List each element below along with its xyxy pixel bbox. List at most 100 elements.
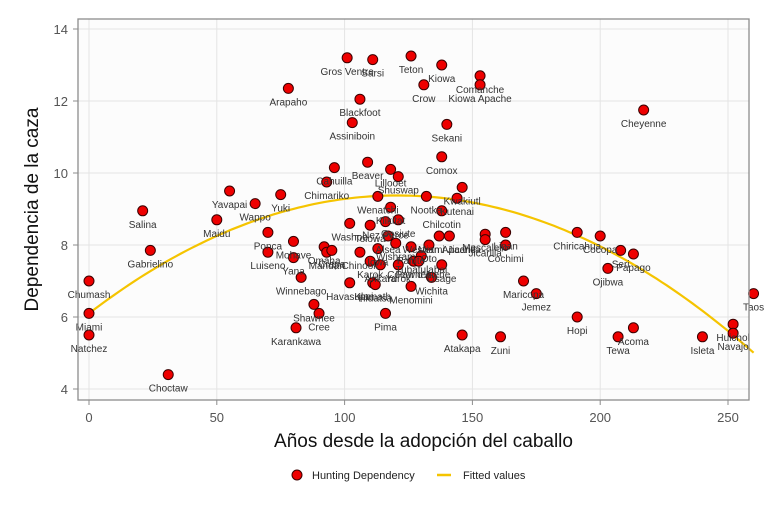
- point-label: Ojibwa: [593, 277, 624, 288]
- point-label: Wishram: [376, 252, 415, 263]
- point-label: Zuni: [491, 346, 510, 357]
- point-label: Luiseno: [250, 261, 285, 272]
- point-label: Iowa: [367, 258, 389, 269]
- data-point: [372, 243, 384, 255]
- data-point: [392, 171, 404, 183]
- data-point: [413, 255, 425, 267]
- x-tick-label: 0: [85, 410, 92, 425]
- data-point: [275, 189, 287, 201]
- point-label: Isleta: [690, 346, 714, 357]
- point-label: Wenatchi: [357, 205, 399, 216]
- point-label: Coeur d'Alene: [387, 270, 451, 281]
- point-label: Tubatulabal: [395, 265, 447, 276]
- data-point: [426, 271, 438, 283]
- point-label: Tolowa: [355, 234, 387, 245]
- data-point: [479, 234, 491, 246]
- point-label: Chimariko: [304, 191, 349, 202]
- data-point: [211, 214, 223, 226]
- y-axis-title: Dependencia de la caza: [22, 107, 43, 311]
- data-point: [321, 176, 333, 188]
- data-point: [615, 244, 627, 256]
- data-point: [83, 275, 95, 287]
- point-label: Sarsi: [361, 69, 384, 80]
- x-tick-label: 200: [589, 410, 611, 425]
- data-point: [369, 279, 381, 291]
- point-label: Chumash: [68, 290, 111, 301]
- point-label: Mescalero: [462, 243, 509, 254]
- y-tick-label: 8: [61, 238, 68, 253]
- point-label: Pawnee: [396, 270, 433, 281]
- point-label: Papago: [616, 263, 651, 274]
- y-tick-label: 14: [54, 22, 68, 37]
- point-label: Tewa: [606, 346, 630, 357]
- data-point: [392, 259, 404, 271]
- y-tick-label: 12: [54, 94, 68, 109]
- data-point: [638, 104, 650, 116]
- point-label: Kwakiutl: [444, 196, 481, 207]
- data-point: [379, 216, 391, 228]
- point-label: Western Apache: [403, 245, 477, 256]
- data-point: [571, 311, 583, 323]
- plot-frame: [77, 18, 750, 401]
- point-label: Mandan: [309, 261, 345, 272]
- data-point: [262, 226, 274, 238]
- axes: 4 6 8 10 12 14 0 50 100 150 200 250: [54, 22, 739, 425]
- data-point: [594, 230, 606, 242]
- data-points-layer: [83, 50, 760, 381]
- data-point: [436, 59, 448, 71]
- data-point: [249, 198, 261, 210]
- point-label: Shawnee: [293, 313, 335, 324]
- data-point: [456, 181, 468, 193]
- point-label: Taos: [743, 303, 764, 314]
- data-point: [290, 322, 302, 334]
- data-point: [144, 244, 156, 256]
- data-point: [696, 331, 708, 343]
- point-label: Nez Perce: [362, 231, 409, 242]
- data-point: [441, 118, 453, 130]
- y-tick-label: 6: [61, 310, 68, 325]
- point-label: Kiowa: [428, 74, 456, 85]
- point-label: Natchez: [71, 344, 108, 355]
- point-label: Maidu: [203, 229, 230, 240]
- point-label: Cocopa: [583, 245, 618, 256]
- data-point: [224, 185, 236, 197]
- data-point: [344, 217, 356, 229]
- data-point: [405, 50, 417, 62]
- data-point: [748, 288, 760, 300]
- point-label: Mohave: [276, 250, 312, 261]
- point-label: Choctaw: [149, 384, 189, 395]
- point-label: Ponca: [254, 241, 283, 252]
- point-label: Gros Ventre: [320, 67, 374, 78]
- data-point: [83, 307, 95, 319]
- point-label: Gabrielino: [128, 259, 174, 270]
- data-point: [495, 331, 507, 343]
- data-point: [362, 156, 374, 168]
- point-label: Jicarilla: [469, 249, 503, 260]
- point-label: Lipan: [493, 241, 517, 252]
- point-label: Paiute: [397, 256, 426, 267]
- data-point: [83, 329, 95, 341]
- point-label: Sekani: [432, 133, 463, 144]
- data-point: [287, 252, 299, 264]
- data-point: [436, 151, 448, 163]
- data-point: [326, 244, 338, 256]
- point-label: Maricopa: [503, 290, 545, 301]
- point-label: Comanche: [456, 85, 505, 96]
- point-label: Wappo: [239, 213, 271, 224]
- data-point: [451, 192, 463, 204]
- point-label: Menomini: [389, 295, 432, 306]
- point-label: Arapaho: [269, 97, 307, 108]
- data-point: [405, 241, 417, 253]
- point-label: Huichol: [716, 333, 749, 344]
- data-point: [436, 205, 448, 217]
- plot-area: [78, 19, 749, 400]
- data-point: [379, 307, 391, 319]
- point-label: Pima: [374, 322, 397, 333]
- point-label: Kutenai: [440, 207, 474, 218]
- data-point: [313, 307, 325, 319]
- data-point: [295, 271, 307, 283]
- data-point: [385, 163, 397, 175]
- point-label: Cahuilla: [316, 177, 353, 188]
- data-point: [382, 230, 394, 242]
